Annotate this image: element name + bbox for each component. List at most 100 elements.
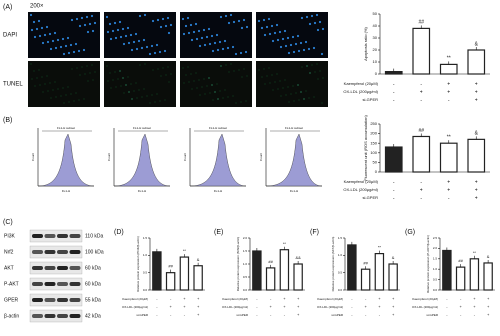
cell <box>116 28 120 32</box>
treatment-sign: - <box>365 296 367 301</box>
cell <box>64 44 68 48</box>
cell <box>162 67 164 69</box>
y-tick-label: 100 <box>370 150 377 155</box>
band <box>44 266 56 270</box>
treatment-sign: + <box>487 312 490 317</box>
treatment-sign: - <box>446 312 448 317</box>
cell <box>275 23 279 27</box>
cell <box>308 22 312 26</box>
cell <box>197 29 201 33</box>
cell <box>85 15 89 19</box>
cell <box>40 26 44 30</box>
cell <box>48 32 52 36</box>
cell <box>284 79 286 81</box>
cell <box>263 68 265 70</box>
treatment-sign: - <box>393 195 395 201</box>
cell <box>150 44 154 48</box>
treatment-sign: - <box>460 312 462 317</box>
cell <box>267 17 271 21</box>
cell <box>82 48 86 52</box>
cell <box>34 85 36 87</box>
cell <box>229 13 233 17</box>
cell <box>213 41 217 45</box>
cell <box>75 17 79 21</box>
treatment-label: Kaempferol (20μM) <box>222 297 248 301</box>
cell <box>74 42 78 46</box>
treatment-sign: - <box>156 304 158 309</box>
treatment-sign: + <box>473 296 476 301</box>
cell <box>192 30 196 34</box>
treatment-sign: - <box>393 81 395 87</box>
cell <box>195 37 199 41</box>
treatment-sign: + <box>378 304 381 309</box>
y-tick-label: 30 <box>373 35 378 40</box>
cell <box>122 42 126 46</box>
y-tick-label: 1.5 <box>143 236 148 240</box>
y-axis-label: Apoptosis ratio (%) <box>363 26 368 60</box>
cell <box>61 37 65 41</box>
y-axis-label: Relative protein expression (AKT/β-actin… <box>331 237 335 292</box>
cell <box>130 48 134 52</box>
cell <box>57 88 59 90</box>
y-tick-label: 0 <box>375 71 378 76</box>
treatment-sign: + <box>297 296 300 301</box>
cell <box>151 94 153 96</box>
cell <box>191 88 193 90</box>
cell <box>311 64 313 66</box>
histogram <box>265 133 323 187</box>
blot-strip <box>29 229 83 243</box>
cell <box>276 38 280 42</box>
cell <box>214 91 216 93</box>
cell <box>112 79 114 81</box>
cell <box>73 100 75 102</box>
cell <box>239 51 243 55</box>
band <box>69 314 81 318</box>
y-tick-label: 40 <box>373 23 378 28</box>
cell <box>155 43 159 47</box>
cell <box>151 19 155 23</box>
cell <box>182 67 184 69</box>
cell <box>113 21 117 25</box>
significance: ## <box>418 20 424 26</box>
bar <box>412 27 431 75</box>
axis-label: FL1-H <box>138 189 146 193</box>
significance: & <box>197 257 200 262</box>
cell <box>133 90 135 92</box>
cell <box>313 96 315 98</box>
y-tick-label: 150 <box>370 140 377 145</box>
treatment-label: Kaempferol (20μM) <box>412 297 438 301</box>
cell <box>84 73 86 75</box>
cell <box>163 49 167 53</box>
cell <box>54 81 56 83</box>
band <box>57 250 68 254</box>
cell <box>131 98 133 100</box>
cell <box>219 15 223 19</box>
treatment-sign: - <box>365 312 367 317</box>
cell <box>139 64 141 66</box>
cell <box>230 63 232 65</box>
significance: ## <box>418 128 424 134</box>
cell <box>153 51 157 55</box>
band <box>57 314 68 318</box>
y-tick-label: 0 <box>375 169 378 174</box>
cell <box>264 83 266 85</box>
y-tick-label: 50 <box>373 11 378 16</box>
cell <box>217 98 219 100</box>
cell <box>244 50 248 54</box>
treatment-sign: + <box>475 89 478 95</box>
cell <box>94 71 96 73</box>
cell <box>310 14 314 18</box>
y-tick-label: 1.5 <box>338 236 343 240</box>
significance: & <box>392 255 395 260</box>
y-tick-label: 50 <box>373 159 378 164</box>
blot-strip <box>29 309 83 323</box>
cell <box>305 15 309 19</box>
cell <box>38 69 40 71</box>
treatment-sign: - <box>393 89 395 95</box>
bar <box>374 253 385 291</box>
panel-label: (B) <box>3 117 12 124</box>
cell <box>75 92 77 94</box>
row-label: DAPI <box>3 33 17 39</box>
gate-label: FL1-H subset <box>209 126 227 130</box>
cell <box>270 24 274 28</box>
